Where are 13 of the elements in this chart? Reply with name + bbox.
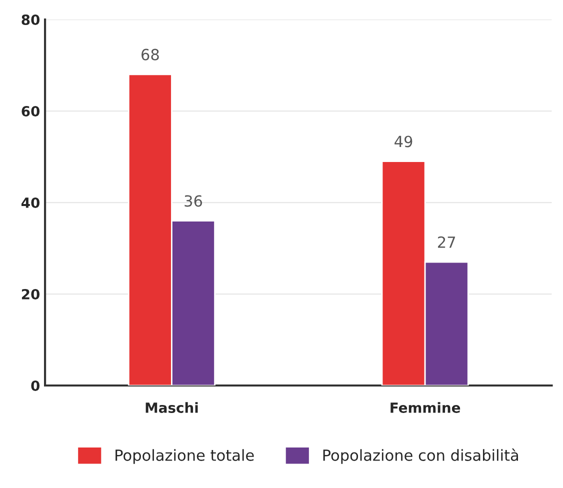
- x-tick-label: Femmine: [390, 402, 460, 413]
- y-tick-label: 0: [31, 380, 40, 391]
- y-tick-label: 20: [22, 288, 40, 300]
- data-label: 49: [394, 136, 412, 148]
- y-tick-label: 80: [22, 14, 40, 25]
- y-tick-label: 40: [21, 197, 40, 208]
- data-label: 36: [184, 195, 202, 207]
- legend-label: Popolazione con disabilità: [323, 448, 518, 464]
- data-label: 27: [438, 236, 456, 248]
- y-tick-label: 60: [22, 106, 40, 116]
- legend-label: Popolazione totale: [116, 449, 254, 464]
- data-label: 68: [142, 48, 159, 60]
- x-tick-label: Maschi: [146, 402, 198, 413]
